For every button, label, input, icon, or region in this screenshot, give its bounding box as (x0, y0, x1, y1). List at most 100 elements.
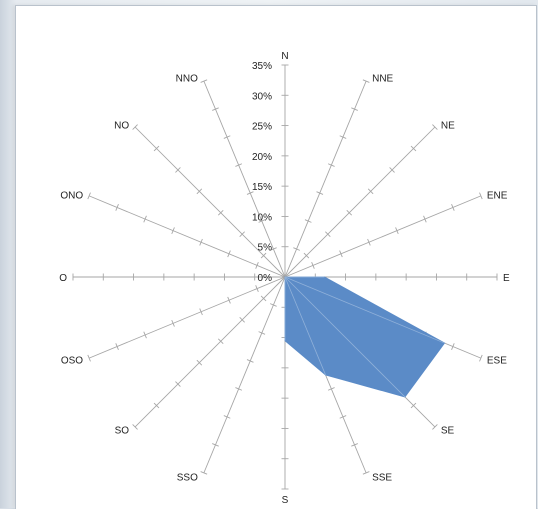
spoke-tick (258, 331, 266, 335)
spoke-tick (196, 188, 203, 195)
spoke-tick (351, 443, 358, 447)
spoke-tick (143, 215, 147, 223)
radial-tick-label: 15% (252, 182, 272, 193)
spoke-tick (246, 359, 254, 363)
direction-label-ene: ENE (487, 190, 508, 201)
series-area-0 (284, 276, 446, 398)
spoke-tick (143, 331, 147, 339)
direction-label-no: NO (114, 120, 129, 131)
series-spoke-overlay (284, 276, 445, 344)
radial-tick-labels: 0% 5% 10% 15% 20% 25% 30% 35% (252, 61, 272, 284)
spoke-tick (432, 124, 438, 130)
radial-tick-label: 0% (258, 273, 273, 284)
spoke-tick (258, 219, 266, 223)
spoke-tick (175, 167, 181, 173)
direction-label-ese: ESE (487, 356, 507, 367)
spoke-tick (153, 402, 160, 409)
spoke-nne (284, 80, 367, 278)
radial-tick-label: 5% (258, 243, 273, 254)
spoke-tick (316, 191, 324, 195)
spoke-ne (284, 126, 436, 278)
spoke-tick (303, 252, 310, 259)
spoke-tick (171, 319, 175, 327)
radial-tick-label: 35% (252, 61, 272, 72)
spoke-tick (339, 135, 347, 139)
spoke-tick (200, 79, 208, 83)
spoke-tick (223, 415, 231, 419)
spoke-tick (115, 204, 119, 211)
direction-label-o: O (59, 273, 67, 284)
spoke-tick (87, 192, 91, 200)
spoke-tick (311, 262, 315, 269)
direction-label-sse: SSE (372, 473, 392, 484)
spoke-tick (367, 188, 374, 195)
spoke-oso (88, 276, 286, 359)
spoke-tick (270, 247, 277, 251)
spoke-tick (235, 163, 243, 167)
spoke-tick (339, 250, 343, 258)
spoke-tick (432, 424, 438, 430)
spoke-tick (327, 387, 335, 391)
spoke-tick (479, 192, 483, 200)
spoke-tick (227, 296, 231, 304)
spoke-tick (212, 107, 219, 111)
spoke-tick (132, 424, 138, 430)
spoke-tick (351, 107, 358, 111)
spoke-tick (199, 238, 203, 246)
chart-area (15, 5, 537, 509)
spoke-tick (246, 191, 254, 195)
spoke-tick (479, 354, 483, 362)
radar-spokes (72, 64, 498, 490)
spoke-tick (410, 145, 417, 152)
spoke-tick (451, 343, 455, 350)
spoke-tick (212, 443, 219, 447)
spoke-sso (203, 276, 286, 474)
spoke-tick (339, 415, 347, 419)
direction-label-nno: NNO (176, 73, 198, 84)
direction-label-ne: NE (441, 120, 455, 131)
radial-tick-label: 20% (252, 152, 272, 163)
direction-label-e: E (503, 273, 510, 284)
spoke-ene (284, 195, 482, 278)
spoke-tick (270, 303, 277, 307)
spoke-tick (217, 338, 224, 345)
spoke-tick (200, 471, 208, 475)
spoke-tick (87, 354, 91, 362)
spoke-tick (239, 231, 245, 237)
spoke-ono (88, 195, 286, 278)
radial-tick-label: 25% (252, 122, 272, 133)
radial-tick-label: 10% (252, 212, 272, 223)
spoke-tick (423, 215, 427, 223)
direction-label-s: S (282, 495, 289, 506)
spoke-tick (362, 471, 370, 475)
spoke-tick (175, 381, 181, 387)
direction-label-n: N (281, 51, 288, 62)
direction-labels: N NNE NE ENE E ESE SE SSE S SSO SO OSO O ONO NO NNO (59, 51, 510, 506)
spoke-tick (227, 250, 231, 258)
spoke-tick (199, 308, 203, 316)
spoke-tick (362, 79, 370, 83)
spoke-tick (325, 231, 331, 237)
spoke-tick (327, 163, 335, 167)
spoke-tick (255, 262, 259, 269)
spoke-so (134, 276, 286, 428)
radial-tick-label: 30% (252, 91, 272, 102)
spoke-tick (346, 209, 353, 216)
direction-label-ono: ONO (60, 190, 83, 201)
spoke-tick (217, 209, 224, 216)
direction-label-so: SO (115, 426, 130, 437)
spoke-tick (223, 135, 231, 139)
series-spoke-overlay (284, 276, 326, 376)
spoke-tick (260, 295, 267, 302)
spoke-tick (395, 227, 399, 235)
spoke-tick (132, 124, 138, 130)
spoke-tick (304, 219, 312, 223)
spoke-tick (410, 402, 417, 409)
spoke-tick (293, 247, 300, 251)
radar-series (284, 276, 446, 398)
spoke-tick (260, 252, 267, 259)
spoke-tick (451, 204, 455, 211)
spoke-tick (115, 343, 119, 350)
spoke-tick (239, 317, 245, 323)
